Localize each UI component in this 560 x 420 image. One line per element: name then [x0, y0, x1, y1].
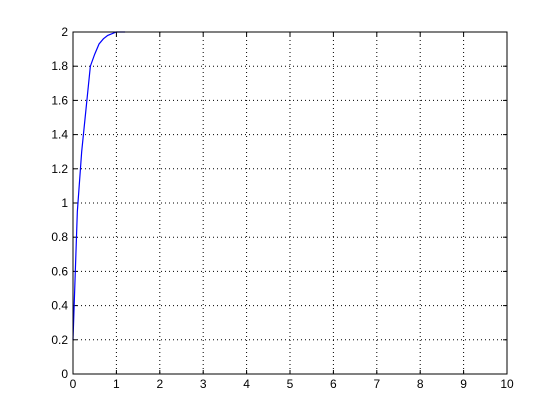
- x-tick-label: 3: [200, 377, 207, 391]
- y-tick-label: 2: [61, 25, 68, 39]
- y-tick-label: 0.4: [51, 299, 68, 313]
- y-tick-labels: 0 0.2 0.4 0.6 0.8 1 1.2 1.4 1.6 1.8 2: [51, 25, 68, 381]
- y-tick-label: 0.2: [51, 333, 68, 347]
- x-tick-label: 5: [287, 377, 294, 391]
- y-tick-label: 1.8: [51, 59, 68, 73]
- x-tick-label: 8: [417, 377, 424, 391]
- y-tick-label: 1.2: [51, 162, 68, 176]
- x-tick-label: 9: [460, 377, 467, 391]
- plot-frame: [72, 31, 508, 375]
- x-tick-label: 2: [156, 377, 163, 391]
- x-tick-label: 1: [113, 377, 120, 391]
- x-tick-label: 6: [330, 377, 337, 391]
- x-tick-label: 10: [500, 377, 514, 391]
- x-tick-label: 0: [70, 377, 77, 391]
- y-tick-label: 1: [61, 196, 68, 210]
- x-tick-label: 4: [243, 377, 250, 391]
- y-tick-label: 0.8: [51, 230, 68, 244]
- x-tick-label: 7: [373, 377, 380, 391]
- y-tick-label: 0: [61, 367, 68, 381]
- grid-lines: [73, 32, 507, 374]
- y-tick-label: 0.6: [51, 264, 68, 278]
- y-tick-label: 1.6: [51, 93, 68, 107]
- x-tick-labels: 0 1 2 3 4 5 6 7 8 9 10: [70, 377, 514, 391]
- y-tick-label: 1.4: [51, 128, 68, 142]
